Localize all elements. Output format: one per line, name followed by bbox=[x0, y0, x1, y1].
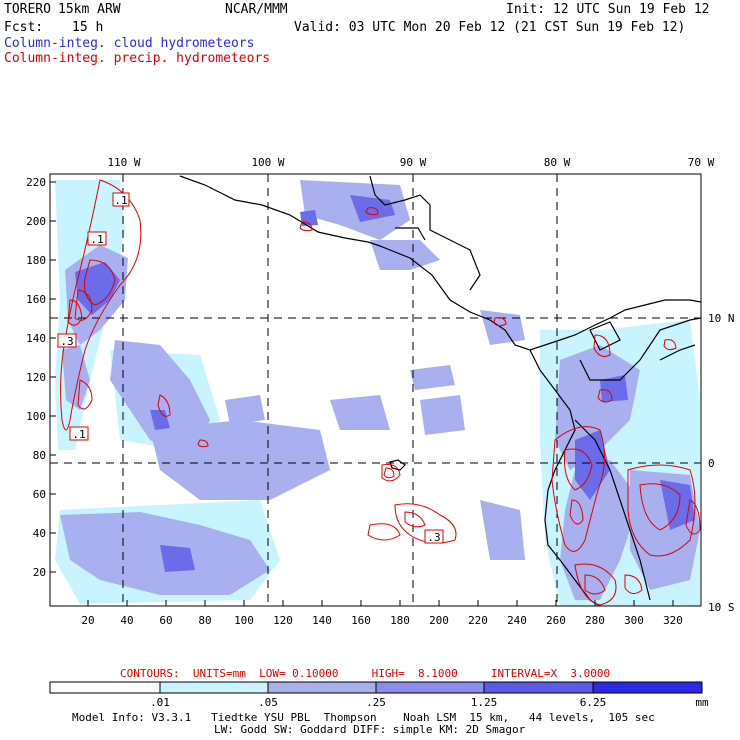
init-time: Init: 12 UTC Sun 19 Feb 12 bbox=[506, 2, 710, 17]
colorbar-tick: .05 bbox=[258, 696, 278, 709]
lon-label: 90 W bbox=[400, 156, 427, 169]
colorbar-tick: .25 bbox=[366, 696, 386, 709]
y-tick-label: 100 bbox=[26, 410, 46, 423]
y-tick-label: 160 bbox=[26, 293, 46, 306]
x-tick-label: 120 bbox=[273, 614, 293, 627]
lat-label: 10 S bbox=[708, 601, 735, 614]
x-tick-label: 40 bbox=[120, 614, 133, 627]
x-tick-label: 300 bbox=[624, 614, 644, 627]
y-axis-labels: 220 200 180 160 140 120 100 80 60 40 20 bbox=[26, 176, 46, 579]
cloud-field-title: Column-integ. cloud hydrometeors bbox=[4, 36, 255, 51]
colorbar-tick: 6.25 bbox=[580, 696, 607, 709]
x-tick-label: 240 bbox=[507, 614, 527, 627]
x-tick-label: 320 bbox=[663, 614, 683, 627]
x-axis-labels: 20 40 60 80 100 120 140 160 180 200 220 … bbox=[81, 614, 683, 627]
y-tick-label: 60 bbox=[33, 488, 46, 501]
contour-label: .1 bbox=[90, 233, 103, 246]
precip-field-title: Column-integ. precip. hydrometeors bbox=[4, 51, 271, 66]
x-tick-label: 60 bbox=[159, 614, 172, 627]
grid-lines bbox=[50, 174, 701, 606]
lon-label: 80 W bbox=[544, 156, 571, 169]
forecast-hours: 15 h bbox=[72, 20, 104, 35]
x-tick-label: 140 bbox=[312, 614, 332, 627]
x-tick-label: 200 bbox=[429, 614, 449, 627]
colorbar-tick: .01 bbox=[150, 696, 170, 709]
y-tick-label: 20 bbox=[33, 566, 46, 579]
lon-label: 70 W bbox=[688, 156, 715, 169]
latitude-labels: 10 N 0 10 S bbox=[708, 312, 735, 614]
y-tick-label: 180 bbox=[26, 254, 46, 267]
y-tick-label: 40 bbox=[33, 527, 46, 540]
valid-time: Valid: 03 UTC Mon 20 Feb 12 (21 CST Sun … bbox=[294, 20, 686, 35]
x-tick-label: 220 bbox=[468, 614, 488, 627]
cloud-shading bbox=[55, 180, 700, 606]
contour-label: .1 bbox=[72, 428, 85, 441]
x-tick-label: 80 bbox=[198, 614, 211, 627]
lon-label: 110 W bbox=[107, 156, 140, 169]
forecast-label: Fcst: bbox=[4, 20, 44, 35]
organization: NCAR/MMM bbox=[225, 2, 288, 17]
lat-label: 0 bbox=[708, 457, 715, 470]
x-tick-label: 100 bbox=[234, 614, 254, 627]
x-tick-label: 280 bbox=[585, 614, 605, 627]
model-info: Model Info: V3.3.1 Tiedtke YSU PBL Thomp… bbox=[72, 711, 655, 724]
x-tick-label: 160 bbox=[351, 614, 371, 627]
y-tick-label: 220 bbox=[26, 176, 46, 189]
x-tick-label: 260 bbox=[546, 614, 566, 627]
lon-label: 100 W bbox=[251, 156, 284, 169]
model-name: TORERO bbox=[4, 2, 51, 17]
longitude-labels: 110 W 100 W 90 W 80 W 70 W bbox=[107, 156, 714, 169]
x-tick-label: 20 bbox=[81, 614, 94, 627]
y-tick-label: 140 bbox=[26, 332, 46, 345]
contours-info: CONTOURS: UNITS=mm LOW= 0.10000 HIGH= 8.… bbox=[120, 667, 610, 680]
model-resolution: 15km ARW bbox=[58, 2, 121, 17]
colorbar-ticks: .01 .05 .25 1.25 6.25 mm bbox=[150, 696, 709, 709]
y-tick-label: 200 bbox=[26, 215, 46, 228]
y-tick-label: 80 bbox=[33, 449, 46, 462]
contour-labels: .1 .1 .3 .1 .3 bbox=[57, 192, 444, 544]
x-tick-label: 180 bbox=[390, 614, 410, 627]
y-tick-label: 120 bbox=[26, 371, 46, 384]
colorbar-tick: 1.25 bbox=[471, 696, 498, 709]
plot-frame bbox=[49, 173, 702, 607]
coastlines bbox=[179, 175, 701, 606]
axis-ticks bbox=[50, 181, 674, 606]
colorbar-unit: mm bbox=[695, 696, 709, 709]
contour-label: .3 bbox=[427, 531, 440, 544]
model-physics: LW: Godd SW: Goddard DIFF: simple KM: 2D… bbox=[214, 723, 526, 736]
precip-contours bbox=[60, 179, 701, 606]
colorbar bbox=[49, 681, 703, 694]
contour-label: .3 bbox=[60, 335, 73, 348]
lat-label: 10 N bbox=[708, 312, 735, 325]
contour-label: .1 bbox=[114, 194, 127, 207]
